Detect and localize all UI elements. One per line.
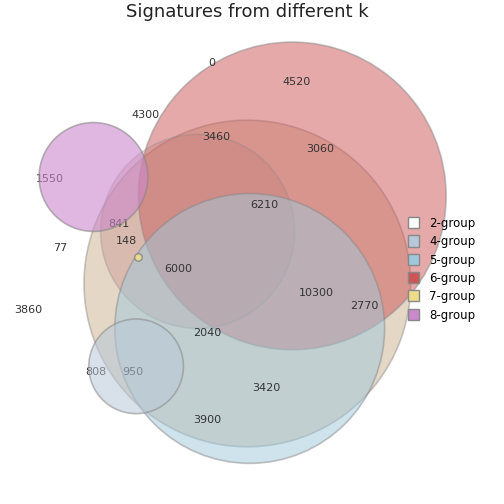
Circle shape	[89, 319, 183, 414]
Circle shape	[101, 135, 295, 329]
Text: 841: 841	[108, 219, 129, 229]
Title: Signatures from different k: Signatures from different k	[126, 3, 368, 21]
Circle shape	[84, 120, 411, 447]
Text: 0: 0	[208, 58, 215, 69]
Text: 3060: 3060	[306, 144, 335, 154]
Text: 3860: 3860	[15, 304, 43, 314]
Legend: 2-group, 4-group, 5-group, 6-group, 7-group, 8-group: 2-group, 4-group, 5-group, 6-group, 7-gr…	[405, 214, 479, 325]
Text: 3900: 3900	[193, 415, 221, 425]
Text: 2770: 2770	[350, 301, 379, 311]
Circle shape	[135, 254, 142, 261]
Text: 77: 77	[53, 243, 68, 253]
Circle shape	[139, 42, 446, 350]
Text: 3460: 3460	[203, 132, 231, 142]
Text: 1550: 1550	[36, 174, 64, 184]
Text: 6210: 6210	[250, 201, 278, 210]
Text: 3420: 3420	[252, 383, 280, 393]
Text: 808: 808	[85, 367, 106, 377]
Text: 4520: 4520	[283, 77, 311, 87]
Circle shape	[115, 194, 385, 463]
Text: 2040: 2040	[193, 328, 221, 338]
Text: 10300: 10300	[298, 288, 334, 298]
Text: 950: 950	[122, 367, 143, 377]
Text: 4300: 4300	[132, 110, 160, 120]
Text: 6000: 6000	[165, 264, 193, 274]
Text: 148: 148	[116, 236, 137, 246]
Circle shape	[39, 122, 148, 231]
